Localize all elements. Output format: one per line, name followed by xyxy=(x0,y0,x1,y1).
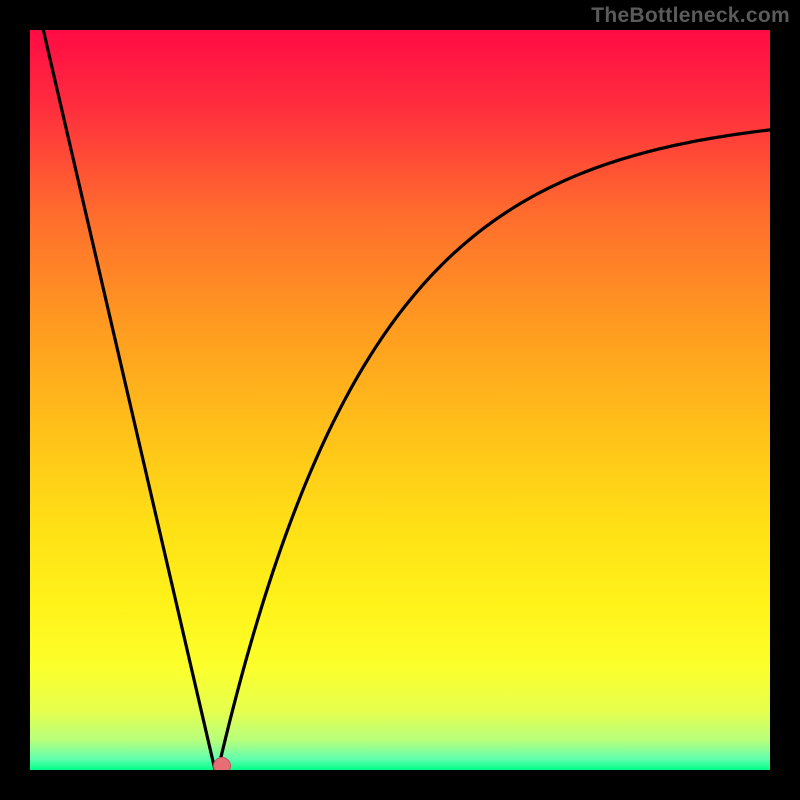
plot-area xyxy=(30,30,770,770)
bottleneck-curve xyxy=(43,30,770,770)
curve-svg xyxy=(30,30,770,770)
vertex-marker xyxy=(213,757,231,770)
attribution-text: TheBottleneck.com xyxy=(591,4,790,28)
